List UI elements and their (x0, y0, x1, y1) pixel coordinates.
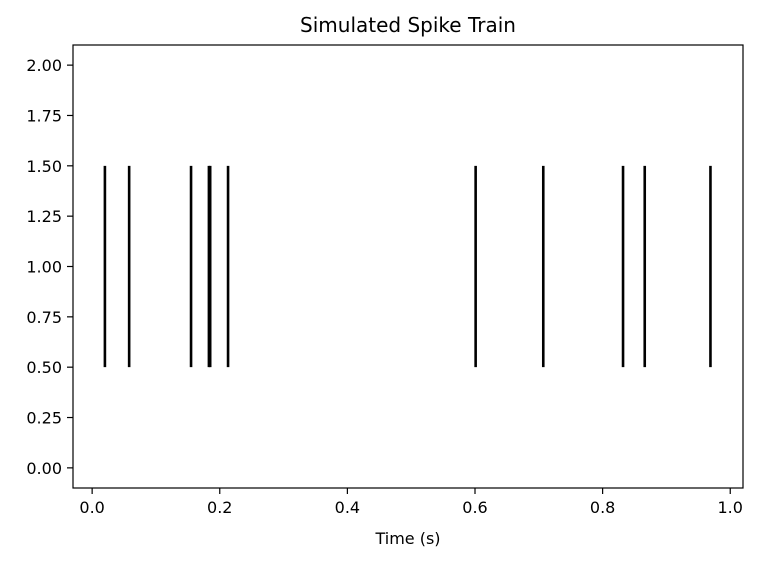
x-axis-label: Time (s) (374, 529, 440, 548)
spike-events (103, 165, 712, 368)
x-axis-ticks: 0.0 0.2 0.4 0.6 0.8 1.0 (79, 488, 743, 517)
y-tick-label: 0.25 (26, 409, 62, 428)
x-tick-label: 0.0 (79, 498, 104, 517)
y-tick-label: 0.50 (26, 358, 62, 377)
x-tick-label: 0.6 (462, 498, 487, 517)
y-tick-label: 1.75 (26, 106, 62, 125)
y-tick-label: 1.25 (26, 207, 62, 226)
y-tick-label: 1.50 (26, 157, 62, 176)
x-tick-label: 0.2 (207, 498, 232, 517)
y-tick-label: 0.00 (26, 459, 62, 478)
x-tick-label: 1.0 (718, 498, 743, 517)
x-tick-label: 0.4 (335, 498, 360, 517)
plot-frame (72, 44, 744, 489)
y-tick-label: 1.00 (26, 258, 62, 277)
y-tick-label: 0.75 (26, 308, 62, 327)
y-tick-label: 2.00 (26, 56, 62, 75)
chart-title: Simulated Spike Train (300, 13, 516, 37)
x-tick-label: 0.8 (590, 498, 615, 517)
y-axis-ticks: 0.00 0.25 0.50 0.75 1.00 1.25 1.50 1.75 2.00 (26, 56, 73, 478)
